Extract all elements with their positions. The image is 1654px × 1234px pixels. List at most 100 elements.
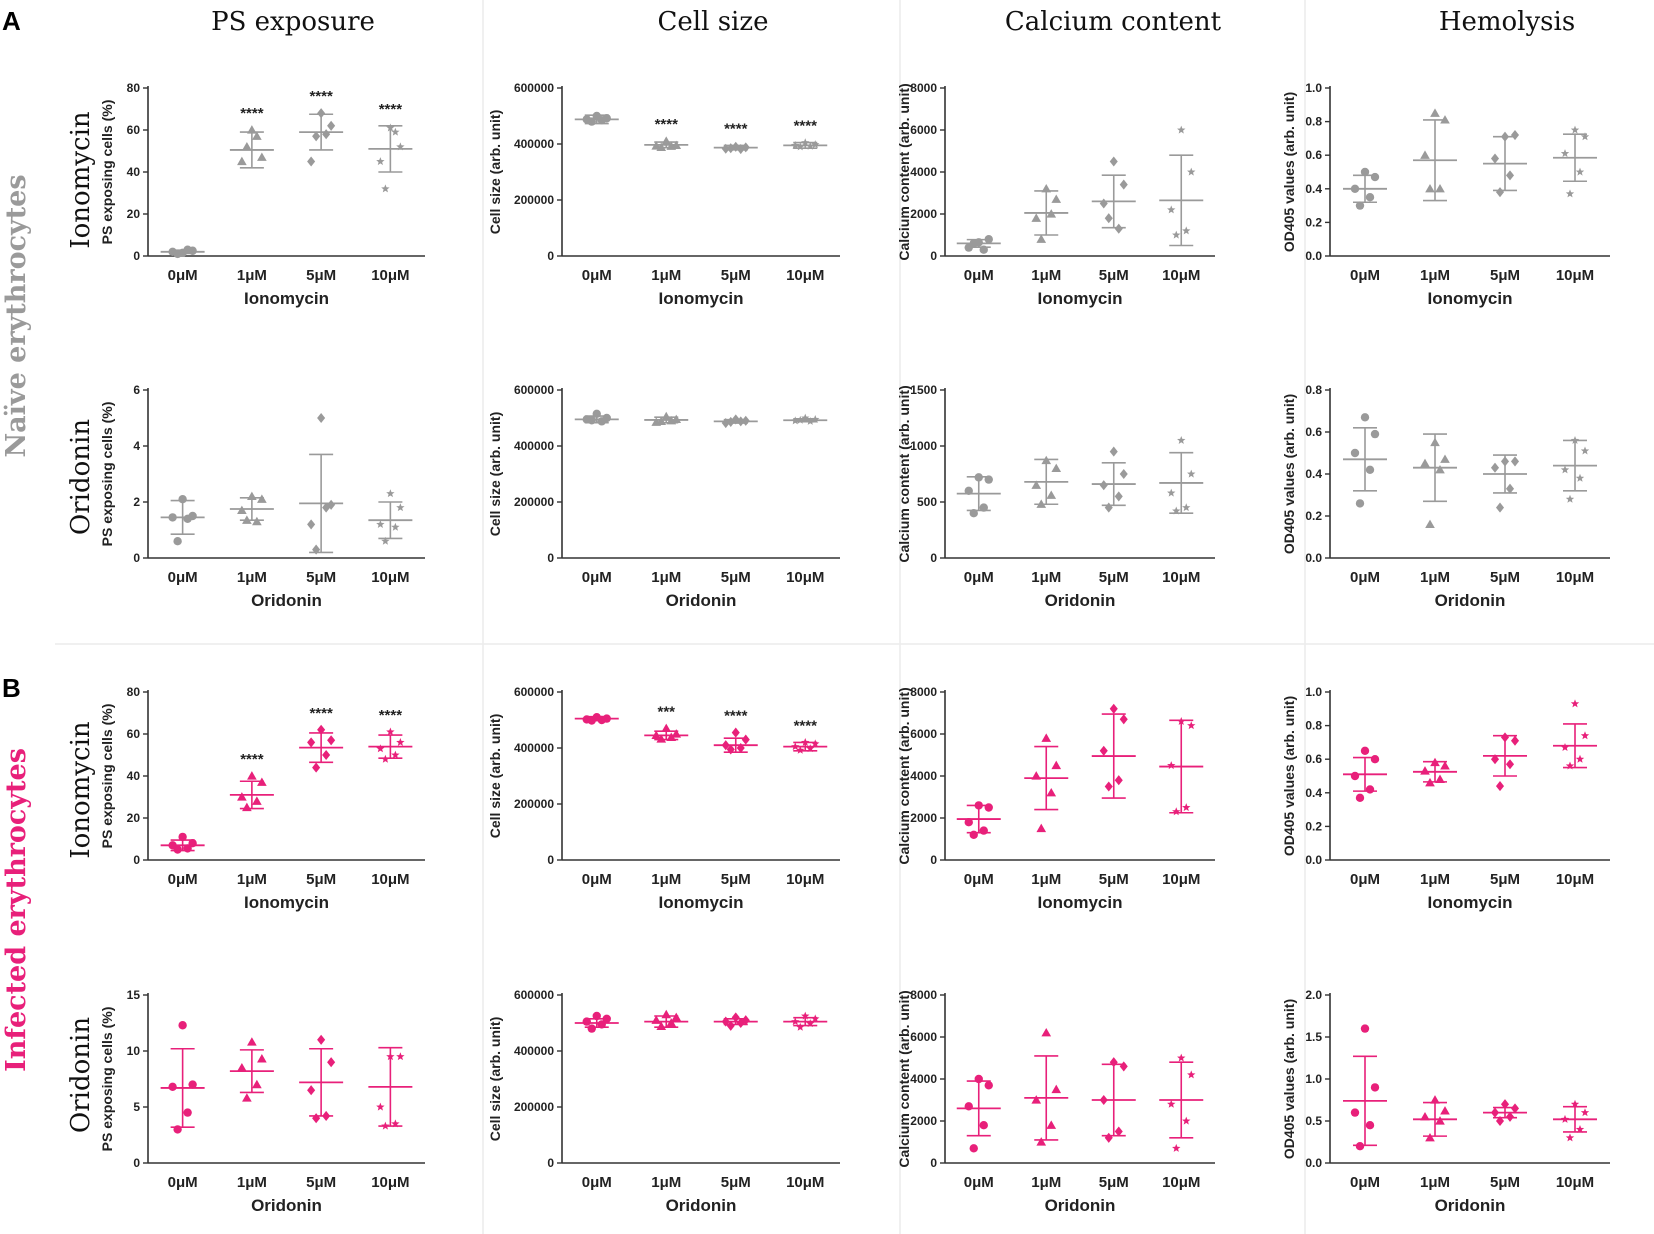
x-tick-label: 1μM <box>237 569 267 586</box>
data-point <box>312 131 321 142</box>
data-point <box>1360 746 1370 755</box>
data-point <box>1440 1106 1450 1115</box>
y-axis-label: PS exposing cells (%) <box>99 100 115 245</box>
data-point <box>1505 170 1515 181</box>
data-point <box>1119 179 1128 190</box>
data-point <box>597 116 606 125</box>
data-point <box>726 1020 735 1031</box>
y-tick-label: 0.4 <box>1305 786 1322 800</box>
x-tick-label: 0μM <box>168 267 198 284</box>
data-point <box>1104 781 1113 792</box>
x-tick-label: 10μM <box>371 871 409 888</box>
x-axis-label: Ionomycin <box>658 893 743 912</box>
data-point <box>168 513 177 522</box>
data-point <box>1119 468 1128 480</box>
chart-B-ion-size: 0 200000 400000 600000 Cell size (arb. unit)… <box>487 685 840 912</box>
data-point <box>984 1081 993 1090</box>
data-point <box>1365 193 1375 202</box>
data-point <box>1104 502 1113 513</box>
data-point <box>237 1062 247 1072</box>
chart-B-ion-ps: 0 20 40 60 80 PS exposing cells (%) 0μM 1μM 5μM 1… <box>99 685 425 912</box>
y-tick-label: 0.2 <box>1305 819 1322 833</box>
data-point <box>666 732 677 741</box>
data-point <box>656 734 667 743</box>
x-tick-label: 0μM <box>582 1174 612 1191</box>
data-point <box>252 516 262 526</box>
significance-label: **** <box>794 717 818 734</box>
data-point <box>252 131 262 140</box>
data-point <box>1560 1114 1570 1123</box>
x-tick-label: 5μM <box>1490 267 1520 284</box>
data-point <box>188 839 197 848</box>
data-point <box>791 416 800 425</box>
data-point <box>1575 1124 1585 1133</box>
y-tick-label: 0 <box>133 853 140 867</box>
data-point <box>666 1018 677 1027</box>
data-point <box>1510 456 1520 467</box>
y-tick-label: 0.6 <box>1305 148 1322 162</box>
panel-label-a: A <box>2 6 21 36</box>
data-point <box>386 489 395 498</box>
chart-B-ori-size: 0 200000 400000 600000 Cell size (arb. unit)… <box>487 988 840 1215</box>
data-point <box>391 127 400 136</box>
data-point <box>969 1144 978 1153</box>
x-tick-label: 0μM <box>964 871 994 888</box>
y-tick-label: 2.0 <box>1305 988 1322 1002</box>
data-point <box>1505 1111 1515 1122</box>
data-point <box>806 1019 815 1028</box>
data-point <box>1051 1084 1062 1094</box>
data-point <box>391 750 400 759</box>
y-tick-label: 1.0 <box>1305 685 1322 699</box>
significance-label: **** <box>655 116 679 133</box>
y-tick-label: 80 <box>127 685 141 699</box>
data-point <box>1114 775 1123 786</box>
data-point <box>1360 1024 1370 1033</box>
y-tick-label: 500 <box>917 495 937 509</box>
data-point <box>188 1080 197 1089</box>
data-point <box>811 140 820 149</box>
y-tick-label: 8000 <box>910 685 937 699</box>
y-tick-label: 8000 <box>910 988 937 1002</box>
data-point <box>386 727 395 736</box>
data-point <box>1350 184 1360 193</box>
x-tick-label: 5μM <box>1490 569 1520 586</box>
data-point <box>317 108 326 119</box>
x-axis-label: Oridonin <box>1435 591 1506 610</box>
y-tick-label: 6000 <box>910 727 937 741</box>
y-axis-label: Cell size (arb. unit) <box>487 412 503 536</box>
data-point <box>984 475 993 484</box>
data-point <box>736 416 745 427</box>
data-point <box>237 792 247 801</box>
y-axis-label: Calcium content (arb. unit) <box>896 83 912 260</box>
data-point <box>587 117 596 126</box>
data-point <box>1425 777 1435 787</box>
data-point <box>322 1110 331 1121</box>
y-tick-label: 8000 <box>910 81 937 95</box>
y-tick-label: 15 <box>127 988 141 1002</box>
data-point <box>969 509 978 518</box>
x-tick-label: 0μM <box>582 871 612 888</box>
data-point <box>1172 506 1181 515</box>
y-tick-label: 1.0 <box>1305 1072 1322 1086</box>
column-header-cell-size: Cell size <box>658 7 769 37</box>
data-point <box>1420 766 1430 775</box>
data-point <box>1430 437 1440 447</box>
data-point <box>1370 172 1380 182</box>
y-tick-label: 4000 <box>910 1072 937 1086</box>
y-tick-label: 4000 <box>910 769 937 783</box>
y-tick-label: 2000 <box>910 1114 937 1128</box>
x-tick-label: 10μM <box>1556 1174 1594 1191</box>
y-tick-label: 200000 <box>514 1100 554 1114</box>
data-point <box>312 544 321 555</box>
data-point <box>597 417 606 426</box>
row-label-ionomycin-a: Ionomycin <box>66 111 96 249</box>
data-point <box>1435 464 1445 474</box>
y-tick-label: 4000 <box>910 165 937 179</box>
data-point <box>257 1054 267 1063</box>
data-point <box>1109 1057 1118 1068</box>
data-point <box>671 1012 682 1022</box>
data-point <box>661 1009 672 1019</box>
y-tick-label: 0.2 <box>1305 215 1322 229</box>
y-tick-label: 0 <box>133 551 140 565</box>
